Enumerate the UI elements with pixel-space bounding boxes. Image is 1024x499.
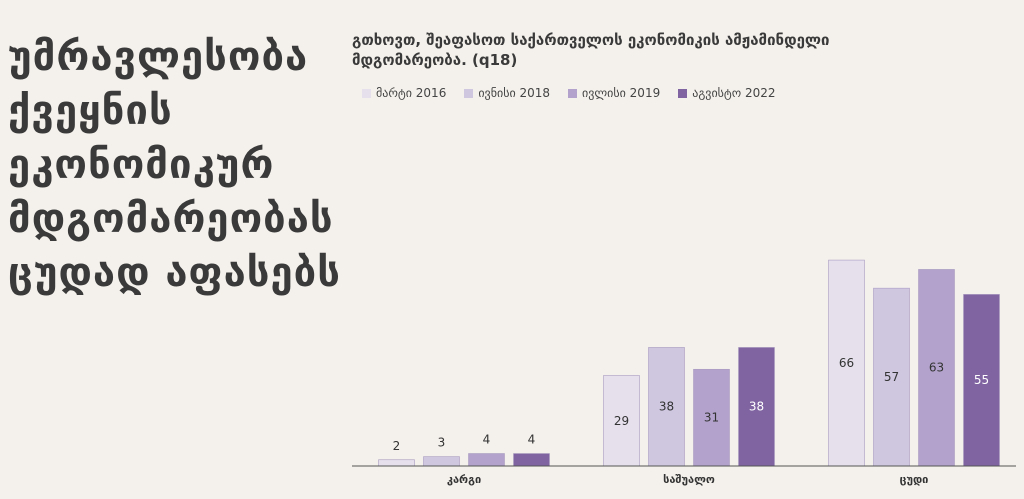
data-label: 55 — [974, 373, 989, 387]
legend-label: ივლისი 2019 — [582, 86, 661, 100]
bar — [648, 347, 685, 467]
legend-label: მარტი 2016 — [376, 86, 447, 100]
headline-line: უმრავლესობა — [8, 34, 309, 80]
bar — [468, 453, 505, 467]
legend-swatch — [568, 88, 578, 98]
data-label: 3 — [438, 436, 446, 450]
headline-line: ცუდად აფასებს — [8, 250, 341, 296]
chart-legend: მარტი 2016 ივნისი 2018 ივლისი 2019 აგვის… — [362, 86, 776, 100]
legend-item: მარტი 2016 — [362, 86, 446, 100]
legend-swatch — [678, 88, 688, 98]
headline-line: ქვეყნის — [8, 88, 173, 134]
data-label: 38 — [659, 400, 674, 414]
data-label: 38 — [749, 400, 764, 414]
bar — [693, 368, 730, 467]
bar — [963, 294, 1000, 467]
legend-label: ივნისი 2018 — [478, 86, 551, 100]
bar — [738, 347, 775, 467]
legend-swatch — [362, 88, 371, 98]
headline-line: მდგომარეობას — [8, 196, 334, 242]
data-label: 4 — [483, 433, 491, 447]
legend-item: ივნისი 2018 — [464, 86, 550, 100]
legend-item: აგვისტო 2022 — [678, 86, 776, 100]
data-label: 63 — [929, 361, 944, 375]
category-label: საშუალო — [663, 473, 715, 486]
data-label: 31 — [704, 411, 719, 425]
headline: უმრავლესობა ქვეყნის ეკონომიკურ მდგომარეო… — [8, 30, 348, 300]
bar — [873, 287, 910, 467]
bar — [423, 456, 460, 467]
bar — [513, 453, 550, 467]
category-label: ცუდი — [900, 473, 929, 486]
headline-line: ეკონომიკურ — [8, 142, 275, 188]
category-label: კარგი — [447, 473, 481, 486]
legend-label: აგვისტო 2022 — [692, 86, 776, 100]
bar — [378, 459, 415, 467]
legend-swatch — [464, 88, 474, 98]
data-label: 57 — [884, 370, 899, 384]
data-label: 29 — [614, 414, 629, 428]
bar — [918, 269, 955, 467]
data-label: 4 — [528, 433, 536, 447]
data-label: 2 — [393, 439, 401, 453]
chart-title: გთხოვთ, შეაფასოთ საქართველოს ეკონომიკის … — [352, 31, 830, 69]
bar — [828, 259, 865, 467]
legend-item: ივლისი 2019 — [568, 86, 660, 100]
data-label: 66 — [839, 356, 854, 370]
